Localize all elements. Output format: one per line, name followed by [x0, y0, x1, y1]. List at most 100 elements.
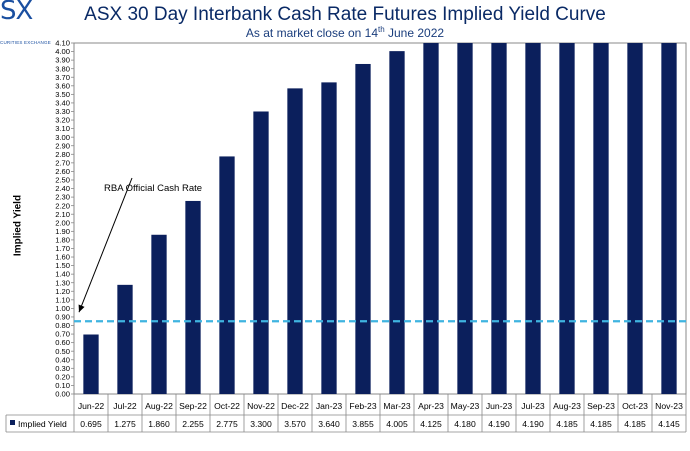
bar-jun-23 [491, 43, 507, 394]
x-tick-label: Sep-23 [587, 401, 615, 411]
bar-jun-22 [83, 334, 99, 394]
bar-jan-23 [321, 82, 337, 394]
y-tick-label: 2.00 [55, 218, 70, 227]
data-table-value: 4.180 [454, 419, 476, 429]
y-tick-label: 4.00 [55, 47, 70, 56]
y-tick-label: 0.10 [55, 381, 70, 390]
y-tick-label: 1.50 [55, 261, 70, 270]
data-table-value: 3.855 [352, 419, 374, 429]
bar-oct-23 [627, 43, 643, 394]
x-tick-label: Nov-23 [655, 401, 683, 411]
y-tick-label: 3.70 [55, 73, 70, 82]
y-tick-label: 1.20 [55, 287, 70, 296]
y-tick-label: 0.20 [55, 372, 70, 381]
y-tick-label: 1.70 [55, 244, 70, 253]
bar-jul-22 [117, 284, 133, 394]
bar-may-23 [457, 43, 473, 394]
y-tick-label: 1.10 [55, 295, 70, 304]
y-tick-label: 3.20 [55, 116, 70, 125]
y-tick-label: 2.40 [55, 184, 70, 193]
chart-subtitle: As at market close on 14th June 2022 [0, 25, 690, 40]
y-tick-label: 3.40 [55, 99, 70, 108]
x-tick-label: Apr-23 [418, 401, 444, 411]
data-table-value: 4.005 [386, 419, 408, 429]
annotation-label: RBA Official Cash Rate [104, 183, 202, 194]
y-tick-label: 2.20 [55, 201, 70, 210]
x-tick-label: Mar-23 [383, 401, 410, 411]
x-tick-label: Oct-22 [214, 401, 240, 411]
y-tick-label: 3.90 [55, 56, 70, 65]
annotation-arrow [78, 177, 133, 313]
data-table-value: 4.125 [420, 419, 442, 429]
y-tick-label: 0.40 [55, 355, 70, 364]
bar-oct-22 [219, 156, 235, 394]
y-tick-label: 2.70 [55, 158, 70, 167]
x-tick-label: Feb-23 [349, 401, 376, 411]
data-table-value: 0.695 [80, 419, 102, 429]
data-table-value: 4.185 [556, 419, 578, 429]
data-table-value: 3.300 [250, 419, 272, 429]
data-table-value: 3.640 [318, 419, 340, 429]
x-tick-label: Sep-22 [179, 401, 207, 411]
y-tick-label: 0.80 [55, 321, 70, 330]
data-table-value: 2.775 [216, 419, 238, 429]
y-tick-label: 0.60 [55, 338, 70, 347]
y-tick-label: 2.90 [55, 141, 70, 150]
x-tick-label: Jun-22 [78, 401, 104, 411]
bar-sep-22 [185, 200, 201, 394]
y-tick-label: 3.60 [55, 81, 70, 90]
y-tick-label: 1.40 [55, 270, 70, 279]
x-tick-label: Jun-23 [486, 401, 512, 411]
y-tick-label: 3.10 [55, 124, 70, 133]
y-tick-label: 3.00 [55, 133, 70, 142]
y-tick-label: 2.10 [55, 210, 70, 219]
y-tick-label: 2.80 [55, 150, 70, 159]
x-tick-label: Oct-23 [622, 401, 648, 411]
subtitle-date: June 2022 [384, 26, 445, 40]
y-tick-label: 3.50 [55, 90, 70, 99]
chart-title: ASX 30 Day Interbank Cash Rate Futures I… [84, 4, 606, 25]
data-table-value: 4.185 [590, 419, 612, 429]
legend-swatch [10, 420, 15, 425]
legend-label: Implied Yield [18, 419, 67, 429]
y-tick-label: 0.90 [55, 313, 70, 322]
data-table-value: 4.185 [624, 419, 646, 429]
bar-dec-22 [287, 88, 303, 394]
bar-apr-23 [423, 43, 439, 394]
data-table-value: 3.570 [284, 419, 306, 429]
bar-nov-23 [661, 43, 677, 394]
x-tick-label: Nov-22 [247, 401, 275, 411]
data-table-value: 1.275 [114, 419, 136, 429]
x-tick-label: Jul-23 [521, 401, 545, 411]
bar-jul-23 [525, 43, 541, 394]
y-tick-label: 2.50 [55, 176, 70, 185]
x-tick-label: Jan-23 [316, 401, 342, 411]
bar-aug-22 [151, 234, 167, 394]
x-tick-label: Aug-23 [553, 401, 581, 411]
bar-mar-23 [389, 51, 405, 394]
x-tick-label: May-23 [451, 401, 480, 411]
data-table-value: 2.255 [182, 419, 204, 429]
y-tick-label: 2.30 [55, 193, 70, 202]
logo-subtext: CURITIES EXCHANGE [0, 40, 51, 45]
asx-logo: SX CURITIES EXCHANGE [0, 0, 70, 50]
logo-letters: SX [0, 0, 33, 26]
bar-aug-23 [559, 43, 575, 394]
data-table-value: 4.145 [658, 419, 680, 429]
y-tick-label: 1.00 [55, 304, 70, 313]
x-tick-label: Aug-22 [145, 401, 173, 411]
y-tick-label: 0.50 [55, 347, 70, 356]
x-tick-label: Dec-22 [281, 401, 309, 411]
y-tick-label: 0.30 [55, 364, 70, 373]
bar-nov-22 [253, 111, 269, 395]
y-tick-label: 1.90 [55, 227, 70, 236]
subtitle-text: As at market close on 14 [245, 26, 378, 40]
y-tick-label: 4.10 [55, 39, 70, 48]
data-table-value: 4.190 [522, 419, 544, 429]
y-tick-label: 0.70 [55, 330, 70, 339]
data-table-value: 4.190 [488, 419, 510, 429]
y-tick-label: 3.30 [55, 107, 70, 116]
annotation-arrowhead [78, 304, 85, 313]
y-tick-label: 3.80 [55, 64, 70, 73]
